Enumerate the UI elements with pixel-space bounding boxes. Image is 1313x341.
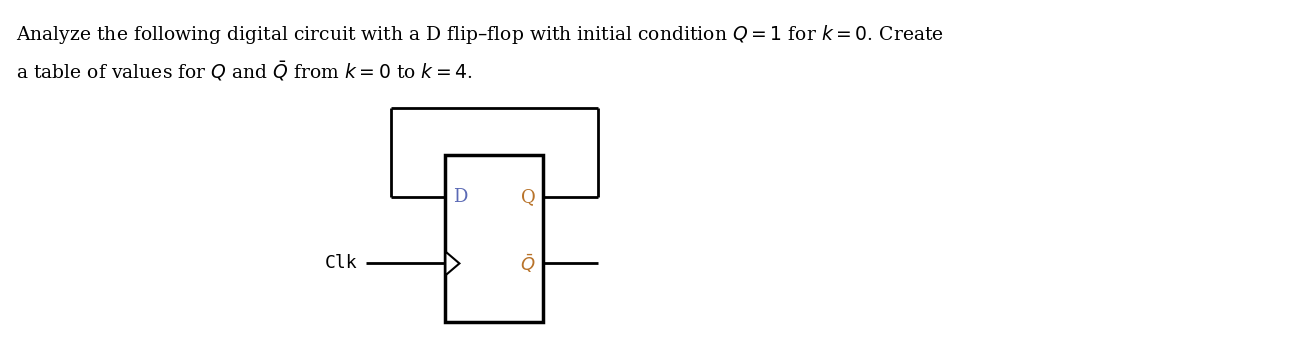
Text: Clk: Clk	[326, 254, 357, 272]
Text: $\bar{Q}$: $\bar{Q}$	[520, 252, 536, 275]
Bar	[445, 155, 544, 322]
Text: a table of values for $Q$ and $\bar{Q}$ from $k = 0$ to $k = 4$.: a table of values for $Q$ and $\bar{Q}$ …	[16, 59, 473, 83]
Text: Q: Q	[520, 188, 536, 206]
Text: D: D	[453, 188, 467, 206]
Polygon shape	[445, 252, 460, 275]
Text: Analyze the following digital circuit with a D flip–flop with initial condition : Analyze the following digital circuit wi…	[16, 23, 944, 46]
